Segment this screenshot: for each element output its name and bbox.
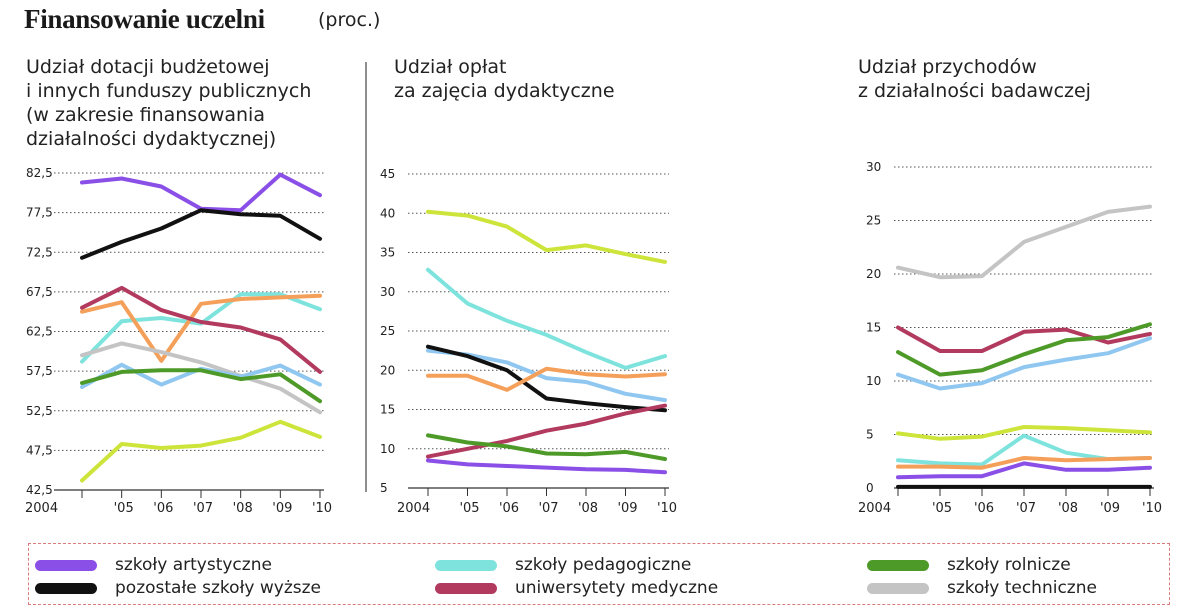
series-line — [426, 366, 667, 392]
chart-dotacje: 82,5 77,5 72,5 67,5 62,5 57,5 52,5 47,5 42,5 2004… — [25, 166, 332, 516]
y-tick-label: 45 — [380, 167, 395, 181]
series-line — [896, 204, 1152, 280]
series-line — [426, 403, 667, 459]
series-line — [80, 293, 322, 363]
y-tick-label: 57,5 — [26, 364, 53, 378]
x-tick-label: '08 — [578, 501, 598, 516]
y-tick-label: 67,5 — [26, 285, 53, 299]
page-title: Finansowanie uczelni — [24, 4, 265, 34]
y-tick-label: 20 — [866, 267, 881, 281]
y-tick-label: 40 — [380, 206, 395, 220]
y-tick-label: 62,5 — [26, 325, 53, 339]
y-tick-label: 15 — [380, 403, 395, 417]
y-tick-label: 30 — [866, 160, 881, 174]
x-tick-label: 2004 — [858, 501, 891, 516]
legend-label: uniwersytety medyczne — [515, 578, 719, 598]
legend-swatch — [867, 560, 929, 571]
charts-canvas: 82,577,572,567,562,557,552,547,542,52004… — [25, 62, 1162, 516]
x-tick-label: '09 — [1100, 501, 1120, 516]
x-tick-label: '05 — [932, 501, 952, 516]
series-line — [80, 172, 322, 213]
y-tick-label: 42,5 — [26, 483, 53, 497]
x-tick-label: '09 — [272, 501, 292, 516]
chart-title-dotacje: Udział dotacji budżetowej i innych fundu… — [26, 56, 312, 150]
series-line — [426, 209, 667, 264]
y-tick-label: 5 — [866, 428, 874, 442]
y-tick-label: 47,5 — [26, 443, 53, 457]
x-tick-label: '08 — [233, 501, 253, 516]
series-line — [426, 344, 667, 413]
y-tick-label: 0 — [866, 481, 874, 495]
y-tick-label: 20 — [380, 363, 395, 377]
legend-swatch — [435, 560, 497, 571]
x-tick-label: 2004 — [25, 501, 58, 516]
x-tick-label: '10 — [657, 501, 677, 516]
legend-label: szkoły techniczne — [947, 578, 1097, 598]
unit-label: (proc.) — [318, 9, 381, 31]
series-line — [896, 336, 1152, 391]
y-tick-label: 77,5 — [26, 206, 53, 220]
x-tick-label: '05 — [459, 501, 479, 516]
x-tick-label: '10 — [1142, 501, 1162, 516]
x-tick-label: '06 — [499, 501, 519, 516]
legend-label: pozostałe szkoły wyższe — [115, 578, 321, 598]
y-tick-label: 30 — [380, 285, 395, 299]
chart-title-oplaty: Udział opłat za zajęcia dydaktyczne — [394, 56, 615, 102]
y-tick-label: 25 — [866, 214, 881, 228]
y-tick-label: 5 — [380, 481, 388, 495]
x-tick-label: '10 — [312, 501, 332, 516]
y-tick-label: 10 — [380, 442, 395, 456]
series-line — [896, 425, 1152, 441]
legend-label: szkoły rolnicze — [947, 555, 1071, 575]
series-line — [80, 208, 322, 260]
x-tick-label: '07 — [538, 501, 558, 516]
y-tick-label: 72,5 — [26, 245, 53, 259]
chart-title-badania: Udział przychodów z działalności badawcz… — [858, 56, 1091, 102]
series-line — [80, 285, 322, 374]
series-line — [426, 433, 667, 461]
y-tick-label: 35 — [380, 246, 395, 260]
chart-oplaty: 45 40 35 30 25 20 15 10 5 2004 '05 '06 '07 '08 '09 '10 — [380, 167, 677, 516]
chart-badania: 30 25 20 15 10 5 0 2004 '05 '06 '07 '08 '09 '10 — [858, 160, 1162, 516]
y-tick-label: 15 — [866, 321, 881, 335]
series-line — [426, 458, 667, 475]
x-tick-label: '06 — [153, 501, 173, 516]
legend: szkoły artystyczne pozostałe szkoły wyżs… — [28, 543, 1170, 605]
x-tick-label: '05 — [114, 501, 134, 516]
x-tick-label: '07 — [193, 501, 213, 516]
legend-label: szkoły artystyczne — [115, 555, 272, 575]
series-line — [896, 322, 1152, 377]
legend-swatch — [35, 560, 97, 571]
y-tick-label: 10 — [866, 374, 881, 388]
series-line — [896, 461, 1152, 480]
y-tick-label: 82,5 — [26, 166, 53, 180]
x-tick-label: '07 — [1016, 501, 1036, 516]
x-tick-label: '08 — [1058, 501, 1078, 516]
series-line — [896, 325, 1152, 353]
x-tick-label: 2004 — [397, 501, 430, 516]
series-line — [896, 456, 1152, 470]
series-line — [80, 341, 322, 415]
y-tick-label: 25 — [380, 324, 395, 338]
x-tick-label: '09 — [617, 501, 637, 516]
series-line — [80, 419, 322, 483]
series-line — [80, 368, 322, 404]
x-tick-label: '06 — [974, 501, 994, 516]
y-tick-label: 52,5 — [26, 404, 53, 418]
series-line — [426, 267, 667, 370]
legend-label: szkoły pedagogiczne — [515, 555, 692, 575]
